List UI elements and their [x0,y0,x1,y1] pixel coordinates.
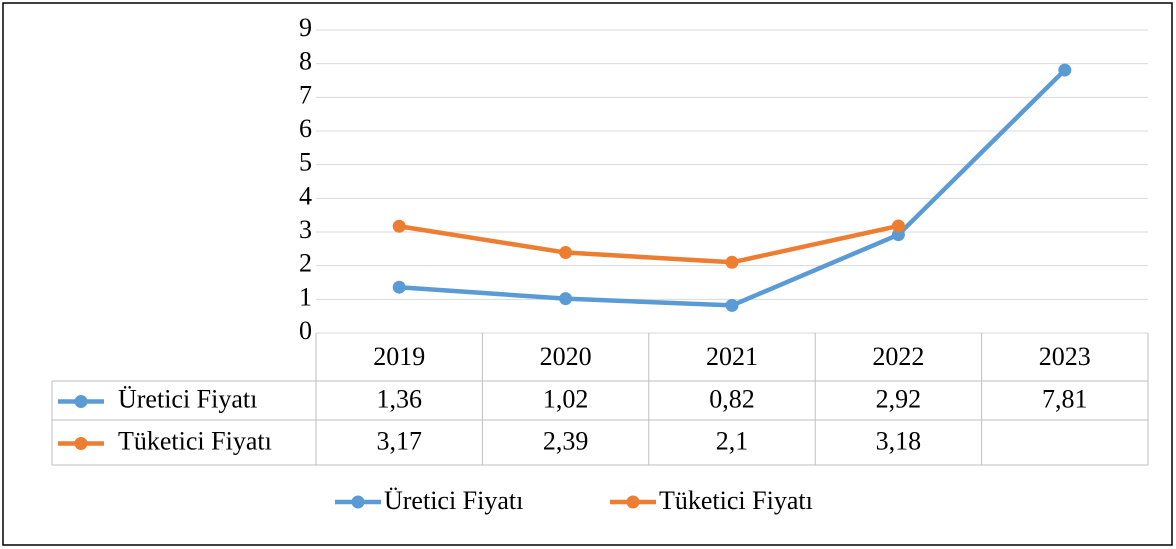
x-tick-label: 2019 [373,342,425,371]
y-tick-label: 0 [299,316,312,345]
series-marker [392,219,406,233]
table-cell: 3,17 [376,426,422,455]
legend-marker [74,395,88,408]
series-marker [1058,63,1072,77]
y-tick-label: 7 [299,80,312,109]
legend-label: Üretici Fiyatı [384,486,523,515]
legend-marker [626,495,640,509]
y-tick-label: 5 [299,148,312,177]
y-tick-label: 1 [299,282,312,311]
x-tick-label: 2023 [1039,342,1091,371]
y-tick-label: 9 [299,13,312,42]
table-cell: 2,92 [876,384,922,413]
y-tick-label: 8 [299,47,312,76]
y-tick-label: 3 [299,215,312,244]
series-marker [725,255,739,269]
series-marker [559,292,573,306]
x-tick-label: 2021 [706,342,758,371]
table-row-label: Tüketici Fiyatı [118,426,272,455]
legend-marker [351,495,365,509]
table-cell: 1,02 [543,384,589,413]
table-cell: 2,39 [543,426,589,455]
series-marker [392,280,406,294]
table-cell: 3,18 [876,426,922,455]
series-line [398,223,899,265]
table-cell: 1,36 [376,384,422,413]
table-row-label: Üretici Fiyatı [118,384,257,413]
y-tick-label: 6 [299,114,312,143]
table-cell: 7,81 [1042,384,1088,413]
series-marker [891,219,905,233]
series-marker [725,298,739,312]
y-tick-label: 4 [299,181,312,210]
legend-label: Tüketici Fiyatı [659,486,813,515]
table-cell: 0,82 [709,384,755,413]
x-tick-label: 2020 [540,342,592,371]
x-tick-label: 2022 [872,342,924,371]
table-cell: 2,1 [716,426,749,455]
y-tick-label: 2 [299,249,312,278]
series-marker [559,246,573,260]
legend-marker [74,437,88,450]
